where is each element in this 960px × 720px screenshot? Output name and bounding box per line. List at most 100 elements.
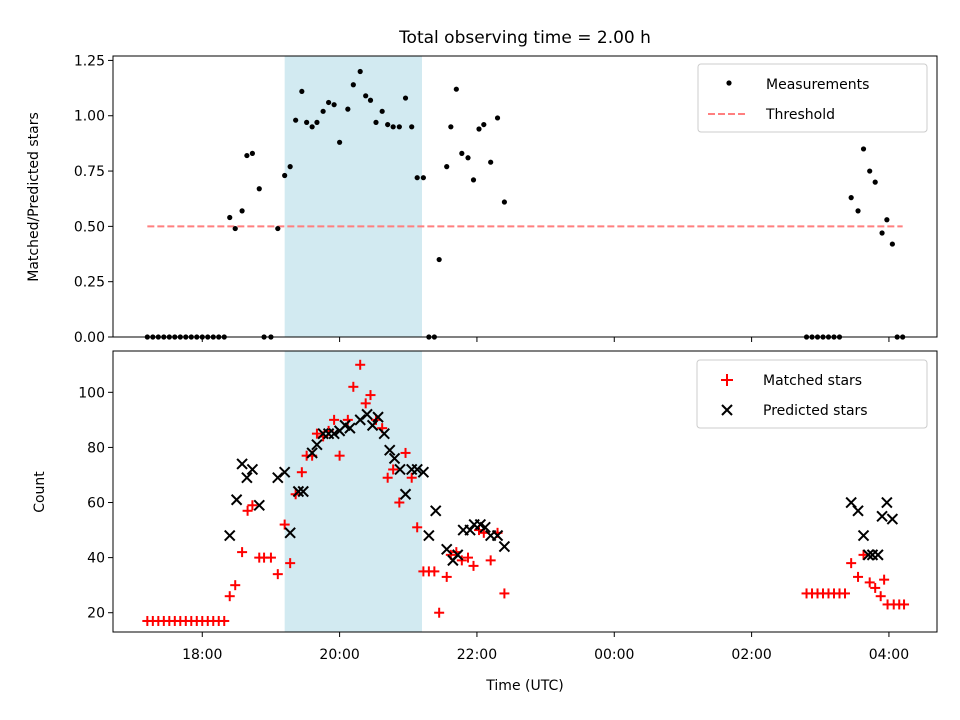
predicted-stars-point xyxy=(430,505,442,517)
measurements-legend-marker xyxy=(726,80,732,86)
ratio-legend-box xyxy=(697,63,928,133)
matched-stars-point xyxy=(224,591,235,602)
matched-legend-marker xyxy=(721,374,733,386)
measurement-point xyxy=(414,175,420,181)
x-axis-label: Time (UTC) xyxy=(485,678,563,694)
predicted-stars-point xyxy=(411,463,423,476)
predicted-stars-point xyxy=(384,444,396,456)
measurement-point xyxy=(299,88,305,95)
count-legend: Matched stars Predicted stars xyxy=(696,359,928,429)
x-tick-label: 04:00 xyxy=(869,647,909,663)
predicted-stars-point xyxy=(857,529,870,542)
matched-stars-point xyxy=(441,571,452,582)
count-x-axis: 18:00 20:00 22:00 00:00 02:00 04:00 xyxy=(182,632,909,663)
matched-stars-point xyxy=(382,472,393,483)
predicted-stars-point xyxy=(378,427,390,440)
predicted-stars-point xyxy=(366,419,379,432)
measurement-point xyxy=(884,217,890,223)
matched-legend-label: Matched stars xyxy=(763,373,862,389)
measurement-point xyxy=(848,195,854,201)
x-tick-label: 22:00 xyxy=(457,647,497,663)
measurement-point xyxy=(345,106,351,112)
measurement-point xyxy=(879,230,885,236)
count-plot-area xyxy=(142,351,910,632)
matched-stars-point xyxy=(858,549,869,560)
measurement-point xyxy=(363,93,369,99)
matched-stars-point xyxy=(348,381,359,392)
predicted-legend-label: Predicted stars xyxy=(763,403,868,419)
predicted-stars-point xyxy=(491,529,504,542)
matched-stars-point xyxy=(879,574,890,585)
matched-stars-point xyxy=(412,522,423,533)
measurement-point xyxy=(436,256,442,263)
matched-stars-point xyxy=(272,569,283,580)
measurement-point xyxy=(470,177,477,183)
predicted-stars-point xyxy=(284,527,296,539)
matched-stars-point xyxy=(247,500,258,511)
measurement-point xyxy=(409,124,415,130)
matched-stars-point xyxy=(329,414,340,425)
measurement-point xyxy=(476,126,482,132)
matched-stars-point xyxy=(311,428,322,439)
measurement-point xyxy=(232,225,238,232)
measurement-point xyxy=(275,225,281,232)
measurement-point xyxy=(465,155,471,161)
predicted-stars-point xyxy=(441,543,453,556)
predicted-stars-point xyxy=(297,485,309,498)
y-tick-label: 20 xyxy=(87,606,105,622)
measurement-point xyxy=(494,115,501,121)
matched-stars-point xyxy=(499,588,510,599)
matched-stars-point xyxy=(400,447,411,458)
measurement-point xyxy=(481,121,487,128)
measurement-point xyxy=(244,152,250,159)
ratio-y-axis-label: Matched/Predicted stars xyxy=(26,112,42,282)
predicted-stars-point xyxy=(306,447,318,459)
y-tick-label: 0.75 xyxy=(74,164,105,180)
matched-stars-point xyxy=(365,390,376,401)
y-tick-label: 100 xyxy=(78,385,105,401)
matched-stars-point xyxy=(334,450,345,461)
ratio-legend: Measurements Threshold xyxy=(697,63,928,133)
ratio-axes-frame xyxy=(112,55,938,338)
threshold-legend-label: Threshold xyxy=(765,107,835,123)
y-tick-label: 40 xyxy=(87,551,105,567)
predicted-stars-point xyxy=(311,438,323,451)
measurement-point xyxy=(501,199,507,205)
count-panel: 20 40 60 80 100 18:00 20:00 22:00 00:00 02:00 04:… xyxy=(32,350,938,694)
matched-stars-point xyxy=(899,599,910,610)
predicted-stars-point xyxy=(278,466,291,478)
measurement-point xyxy=(488,159,494,165)
ratio-panel: 0.00 0.25 0.50 0.75 1.00 1.25 Matched/Predict… xyxy=(26,53,938,346)
y-tick-label: 1.25 xyxy=(74,53,105,69)
matched-stars-point xyxy=(406,472,417,483)
measurement-point xyxy=(855,208,861,214)
predicted-stars-point xyxy=(394,463,406,476)
matched-stars-point xyxy=(394,497,405,508)
matched-stars-point xyxy=(846,558,857,569)
predicted-stars-point xyxy=(872,549,884,561)
measurement-point xyxy=(860,146,867,152)
x-tick-label: 20:00 xyxy=(319,647,359,663)
predicted-stars-point xyxy=(241,472,253,484)
matched-stars-point xyxy=(360,398,371,409)
count-axes-frame xyxy=(112,350,938,633)
predicted-stars-point xyxy=(328,427,340,440)
measurement-point xyxy=(331,102,337,108)
measurement-point xyxy=(309,124,315,130)
y-tick-label: 0.00 xyxy=(74,330,105,346)
measurement-point xyxy=(282,172,288,179)
measurement-point xyxy=(256,186,262,192)
measurement-point xyxy=(249,150,255,156)
measurement-point xyxy=(367,97,374,103)
predicted-stars-point xyxy=(399,488,412,500)
measurement-point xyxy=(326,99,332,106)
predicted-stars-point xyxy=(479,521,491,534)
measurement-point xyxy=(239,208,245,214)
matched-stars-point xyxy=(355,359,366,370)
measurement-point xyxy=(385,121,391,128)
predicted-stars-point xyxy=(230,494,243,506)
y-tick-label: 0.50 xyxy=(74,219,105,235)
figure-title: Total observing time = 2.00 h xyxy=(398,28,651,48)
measurement-point xyxy=(304,119,310,125)
